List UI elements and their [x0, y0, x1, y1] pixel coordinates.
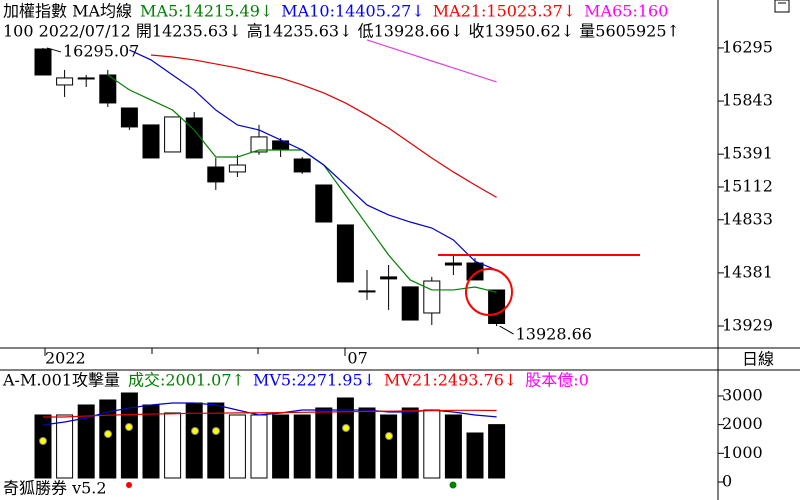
y-tick-label: 15843 — [722, 91, 773, 110]
candle-body — [142, 124, 160, 159]
legend-entry: MA5:14215.49↓ — [140, 2, 273, 21]
period-label: 日線 — [742, 350, 774, 369]
ma-line — [43, 409, 497, 418]
volume-bar — [444, 414, 462, 479]
legend-entry: MA10:14405.27↓ — [281, 2, 424, 21]
y-tick-label: 15112 — [722, 176, 773, 195]
legend-entry: MA65:160 — [584, 2, 668, 21]
volume-bar — [228, 414, 246, 479]
candle-body — [423, 280, 441, 314]
panel-title: 加權指數 MA均線 — [3, 2, 132, 21]
volume-bar — [77, 404, 95, 479]
candle-body — [34, 48, 52, 76]
candle-body — [250, 136, 268, 153]
y-tick-label: 3000 — [722, 385, 763, 404]
legend-entry: MV21:2493.76↓ — [384, 371, 517, 390]
candle-body — [207, 166, 225, 183]
candle-body — [120, 107, 138, 128]
volume-bar — [142, 404, 160, 479]
footer: 奇狐勝券 v5.2 — [3, 479, 107, 498]
legend-entry: 成交:2001.07↑ — [128, 371, 245, 390]
panel-title: A-M.001攻擊量 — [2, 371, 120, 390]
legend-entry: 股本億:0 — [525, 371, 589, 390]
low-label: 13928.66 — [516, 325, 592, 344]
candle-body — [488, 289, 506, 324]
volume-bar — [315, 407, 333, 479]
x-tick-label: 2022 — [45, 349, 86, 368]
candle-body — [228, 164, 246, 173]
ma-line — [129, 49, 497, 271]
candle-body — [272, 140, 290, 150]
y-tick-label: 13929 — [722, 316, 773, 335]
volume-bar — [99, 399, 117, 479]
volume-bar — [272, 414, 290, 479]
annotation-leader — [46, 47, 62, 53]
y-tick-label: 14381 — [722, 262, 773, 281]
date-ticks — [44, 348, 479, 356]
y-tick-label: 1000 — [722, 443, 763, 462]
volume-bar — [466, 432, 484, 479]
y-tick-label: 14833 — [722, 209, 773, 228]
candle-body — [358, 290, 376, 293]
y-tick-label: 2000 — [722, 414, 763, 433]
candle-body — [56, 77, 74, 86]
volume-bar — [336, 397, 354, 479]
y-tick-label: 15391 — [722, 144, 773, 163]
subtitle: 100 2022/07/12 開14235.63↓ 高14235.63↓ 低13… — [3, 22, 680, 41]
y-tick-label: 0 — [722, 471, 732, 490]
volume-bar — [34, 414, 52, 479]
legend-entry: MA21:15023.37↓ — [433, 2, 576, 21]
volume-dots — [39, 423, 457, 489]
y-tick-label: 16295 — [722, 37, 773, 56]
volume-bar — [250, 414, 268, 479]
volume-bar — [164, 412, 182, 479]
header: 加權指數 MA均線 MA5:14215.49↓ MA10:14405.27↓ MA21… — [3, 2, 668, 21]
candle-body — [380, 276, 398, 280]
volume-bar — [358, 407, 376, 479]
candle-body — [336, 224, 354, 283]
volume-bar — [120, 392, 138, 479]
candle-body — [401, 286, 419, 321]
candle-body — [185, 117, 203, 159]
ma-line — [366, 39, 497, 83]
high-label: 16295.07 — [63, 41, 139, 60]
volume-bar — [423, 409, 441, 479]
volume-bar — [293, 414, 311, 479]
candle-body — [293, 158, 311, 173]
candle-body — [466, 262, 484, 281]
candle-body — [315, 184, 333, 223]
volume-bar — [488, 424, 506, 479]
volume-bar — [185, 402, 203, 479]
candle-body — [164, 116, 182, 153]
volume-bar — [401, 407, 419, 479]
highlight-circle — [465, 268, 513, 316]
window-button[interactable] — [774, 0, 790, 13]
annotation-leader — [499, 325, 514, 335]
volume-bar — [56, 414, 74, 479]
volume-bar — [207, 402, 225, 479]
x-tick-label: 07 — [347, 349, 367, 368]
volume-bar — [380, 414, 398, 479]
candle-body — [77, 77, 95, 80]
header: A-M.001攻擊量 成交:2001.07↑ MV5:2271.95↓ MV21:24… — [2, 371, 589, 390]
ma-line — [150, 54, 497, 198]
legend-entry: MV5:2271.95↓ — [253, 371, 376, 390]
candle-body — [444, 262, 462, 266]
